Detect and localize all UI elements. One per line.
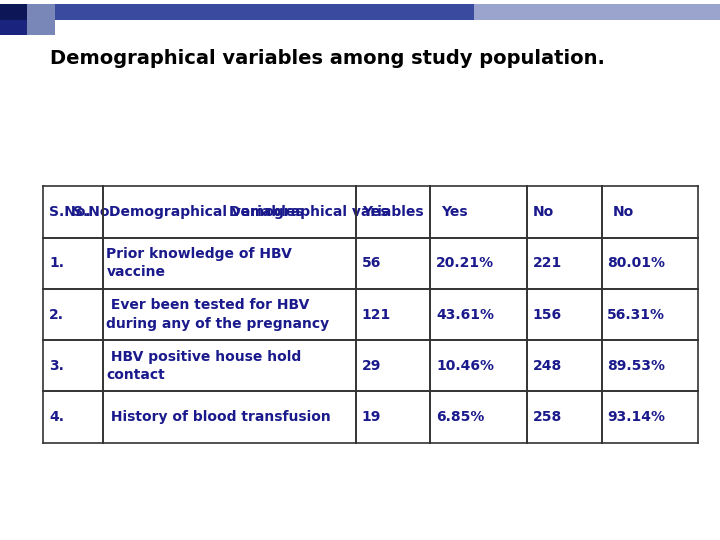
- Text: S.No.: S.No.: [73, 205, 114, 219]
- Text: 258: 258: [533, 410, 562, 424]
- Text: 43.61%: 43.61%: [436, 308, 494, 321]
- Text: 3.: 3.: [49, 359, 64, 373]
- Text: 80.01%: 80.01%: [608, 256, 665, 270]
- Text: 19: 19: [361, 410, 381, 424]
- Text: 29: 29: [361, 359, 381, 373]
- Text: 6.85%: 6.85%: [436, 410, 485, 424]
- Text: Demographical variables among study population.: Demographical variables among study popu…: [50, 49, 606, 68]
- Text: 1.: 1.: [49, 256, 64, 270]
- Text: Demographical variables: Demographical variables: [230, 205, 424, 219]
- Text: Ever been tested for HBV
during any of the pregnancy: Ever been tested for HBV during any of t…: [107, 298, 330, 330]
- Text: 10.46%: 10.46%: [436, 359, 494, 373]
- Text: 156: 156: [533, 308, 562, 321]
- Text: 93.14%: 93.14%: [608, 410, 665, 424]
- Text: 121: 121: [361, 308, 391, 321]
- Text: History of blood transfusion: History of blood transfusion: [107, 410, 331, 424]
- Text: 221: 221: [533, 256, 562, 270]
- Text: Prior knowledge of HBV
vaccine: Prior knowledge of HBV vaccine: [107, 247, 292, 279]
- Text: Demographical variables: Demographical variables: [109, 205, 303, 219]
- Text: 56.31%: 56.31%: [608, 308, 665, 321]
- Text: 248: 248: [533, 359, 562, 373]
- Text: HBV positive house hold
contact: HBV positive house hold contact: [107, 350, 302, 382]
- Text: 4.: 4.: [49, 410, 64, 424]
- Text: S.No.: S.No.: [49, 205, 91, 219]
- Text: 89.53%: 89.53%: [608, 359, 665, 373]
- Text: Yes: Yes: [361, 205, 388, 219]
- Text: 2.: 2.: [49, 308, 64, 321]
- Text: No: No: [533, 205, 554, 219]
- Text: Yes: Yes: [441, 205, 468, 219]
- Text: 20.21%: 20.21%: [436, 256, 494, 270]
- Text: 56: 56: [361, 256, 381, 270]
- Text: No: No: [613, 205, 634, 219]
